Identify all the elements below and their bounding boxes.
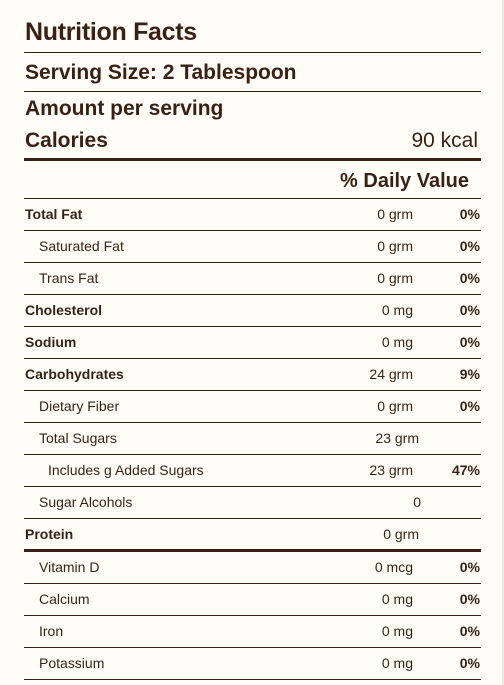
nutrient-name: Protein [25,526,74,542]
nutrient-amount: 0 mg [381,655,413,671]
nutrient-row-potassium: Potassium 0 mg 0% [24,648,481,680]
nutrient-amount: 0 [413,494,421,510]
label-title: Nutrition Facts [25,18,197,46]
nutrient-name: Carbohydrates [25,366,124,382]
nutrient-daily-value: 0% [459,302,480,318]
nutrient-name: Dietary Fiber [39,398,120,414]
calories-label: Calories [25,129,108,152]
nutrient-daily-value: 0% [459,559,480,575]
nutrient-daily-value: 0% [459,655,480,671]
nutrient-row-cholesterol: Cholesterol 0 mg 0% [24,295,481,327]
nutrient-amount: 23 grm [375,430,419,446]
nutrient-daily-value: 0% [459,206,480,222]
nutrient-daily-value: 0% [459,270,480,286]
nutrient-daily-value: 0% [459,623,480,639]
nutrient-daily-value: 0% [459,334,480,350]
nutrient-amount: 0 grm [377,398,413,414]
nutrient-row-vitamin-d: Vitamin D 0 mcg 0% [24,552,481,584]
nutrient-amount: 0 mg [381,302,413,318]
nutrient-daily-value: 9% [459,366,480,382]
nutrient-name: Includes g Added Sugars [48,462,204,478]
nutrient-amount: 0 mg [381,591,413,607]
nutrient-amount: 23 grm [369,462,413,478]
nutrient-row-saturated-fat: Saturated Fat 0 grm 0% [24,231,481,263]
nutrient-row-sodium: Sodium 0 mg 0% [24,327,481,359]
serving-size: Serving Size: 2 Tablespoon [25,61,297,84]
nutrient-amount: 0 grm [383,526,419,542]
thick-divider [24,158,481,161]
nutrient-amount: 0 mg [381,623,413,639]
amount-per-serving-heading: Amount per serving [25,97,224,120]
nutrient-row-added-sugars: Includes g Added Sugars 23 grm 47% [24,455,481,487]
nutrient-daily-value: 0% [459,398,480,414]
nutrient-name: Vitamin D [39,559,100,575]
nutrient-row-dietary-fiber: Dietary Fiber 0 grm 0% [24,391,481,423]
divider [24,91,481,92]
nutrient-row-total-fat: Total Fat 0 grm 0% [24,199,481,231]
nutrient-name: Iron [39,623,64,639]
nutrient-row-calcium: Calcium 0 mg 0% [24,584,481,616]
nutrient-row-iron: Iron 0 mg 0% [24,616,481,648]
nutrient-name: Sodium [25,334,77,350]
nutrient-daily-value: 0% [459,238,480,254]
nutrient-name: Saturated Fat [39,238,124,254]
nutrient-row-total-sugars: Total Sugars 23 grm [24,423,481,455]
divider [24,52,481,53]
nutrient-name: Calcium [39,591,90,607]
calories-value: 90 kcal [411,129,478,152]
nutrient-daily-value: 0% [459,591,480,607]
nutrient-daily-value: 47% [451,462,480,478]
nutrient-row-trans-fat: Trans Fat 0 grm 0% [24,263,481,295]
nutrient-row-protein: Protein 0 grm [24,519,481,552]
nutrient-amount: 24 grm [369,366,413,382]
nutrient-amount: 0 grm [377,238,413,254]
nutrient-name: Total Sugars [39,430,117,446]
divider [24,198,481,199]
daily-value-header: % Daily Value [340,170,469,192]
nutrient-row-sugar-alcohols: Sugar Alcohols 0 [24,487,481,519]
nutrient-name: Total Fat [25,206,83,222]
nutrient-amount: 0 grm [377,206,413,222]
nutrient-name: Potassium [39,655,105,671]
nutrient-row-carbohydrates: Carbohydrates 24 grm 9% [24,359,481,391]
nutrient-name: Trans Fat [39,270,99,286]
nutrient-name: Sugar Alcohols [39,494,133,510]
nutrient-amount: 0 grm [377,270,413,286]
nutrient-name: Cholesterol [25,302,103,318]
nutrient-amount: 0 mcg [374,559,413,575]
nutrient-amount: 0 mg [381,334,413,350]
